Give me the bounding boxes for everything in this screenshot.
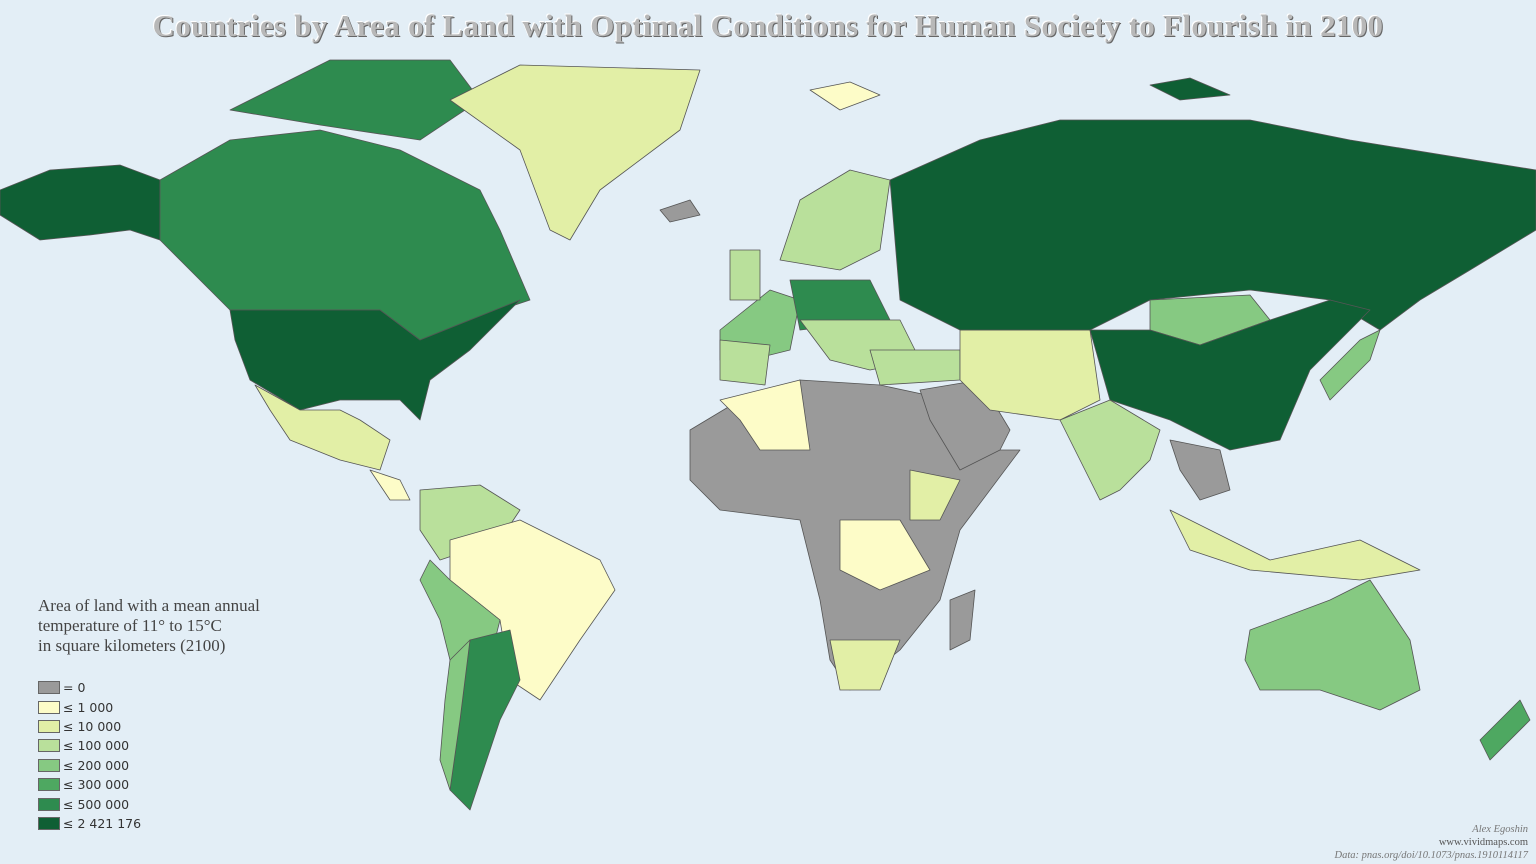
country-region: [829, 639, 901, 691]
legend-label: ≤ 200 000: [63, 757, 130, 773]
legend-item: ≤ 200 000: [38, 756, 260, 775]
legend-label: ≤ 10 000: [63, 718, 122, 734]
country-region: [1059, 399, 1161, 501]
legend-swatch: [38, 719, 60, 733]
country-region: [229, 59, 481, 141]
legend-item: ≤ 1 000: [38, 697, 260, 716]
country-region: [1319, 329, 1381, 401]
legend-swatch: [38, 778, 60, 792]
country-region: [1169, 439, 1231, 501]
country-region: [949, 589, 976, 651]
country-region: [449, 64, 701, 241]
country-region: [839, 519, 931, 591]
country-region: [809, 81, 881, 111]
site: www.vividmaps.com: [1438, 837, 1528, 848]
legend-item: ≤ 100 000: [38, 736, 260, 755]
legend-label: ≤ 100 000: [63, 738, 130, 754]
legend-label: ≤ 1 000: [63, 699, 114, 715]
legend-item: ≤ 2 421 176: [38, 814, 260, 833]
country-region: [0, 164, 161, 241]
country-region: [729, 249, 761, 301]
country-region: [1089, 299, 1371, 451]
country-region: [229, 299, 521, 421]
country-region: [889, 119, 1536, 331]
country-region: [159, 129, 531, 341]
country-region: [869, 349, 961, 386]
legend-swatch: [38, 681, 60, 695]
country-region: [659, 199, 701, 223]
legend-label: ≤ 500 000: [63, 796, 130, 812]
legend-title-line: in square kilometers (2100): [38, 636, 226, 655]
legend-item: ≤ 10 000: [38, 717, 260, 736]
country-region: [779, 169, 891, 271]
legend: Area of land with a mean annual temperat…: [38, 596, 260, 833]
legend-swatch: [38, 816, 60, 830]
legend-label: ≤ 300 000: [63, 777, 130, 793]
legend-title-line: temperature of 11° to 15°C: [38, 616, 222, 635]
country-region: [1149, 77, 1231, 101]
country-region: [439, 639, 471, 791]
country-region: [719, 379, 811, 451]
legend-item: ≤ 300 000: [38, 775, 260, 794]
country-region: [1169, 509, 1421, 581]
legend-item: = 0: [38, 678, 260, 697]
map-title: Countries by Area of Land with Optimal C…: [152, 8, 1384, 43]
source: Data: pnas.org/doi/10.1073/pnas.19101141…: [1334, 850, 1528, 861]
legend-title-line: Area of land with a mean annual: [38, 596, 260, 615]
legend-swatch: [38, 700, 60, 714]
legend-items: = 0 ≤ 1 000 ≤ 10 000 ≤ 100 000 ≤ 200 000 ≤ 30…: [38, 678, 260, 833]
legend-swatch: [38, 797, 60, 811]
country-region: [1244, 579, 1421, 711]
legend-swatch: [38, 758, 60, 772]
credits: Alex Egoshin www.vividmaps.com Data: pna…: [1335, 823, 1528, 862]
author: Alex Egoshin: [1472, 824, 1528, 835]
country-region: [369, 469, 411, 501]
country-region: [909, 469, 961, 521]
legend-item: ≤ 500 000: [38, 794, 260, 813]
country-region: [1479, 699, 1531, 761]
country-region: [719, 339, 771, 386]
legend-label: = 0: [63, 680, 86, 696]
legend-swatch: [38, 739, 60, 753]
legend-label: ≤ 2 421 176: [63, 815, 142, 831]
country-region: [254, 384, 391, 471]
